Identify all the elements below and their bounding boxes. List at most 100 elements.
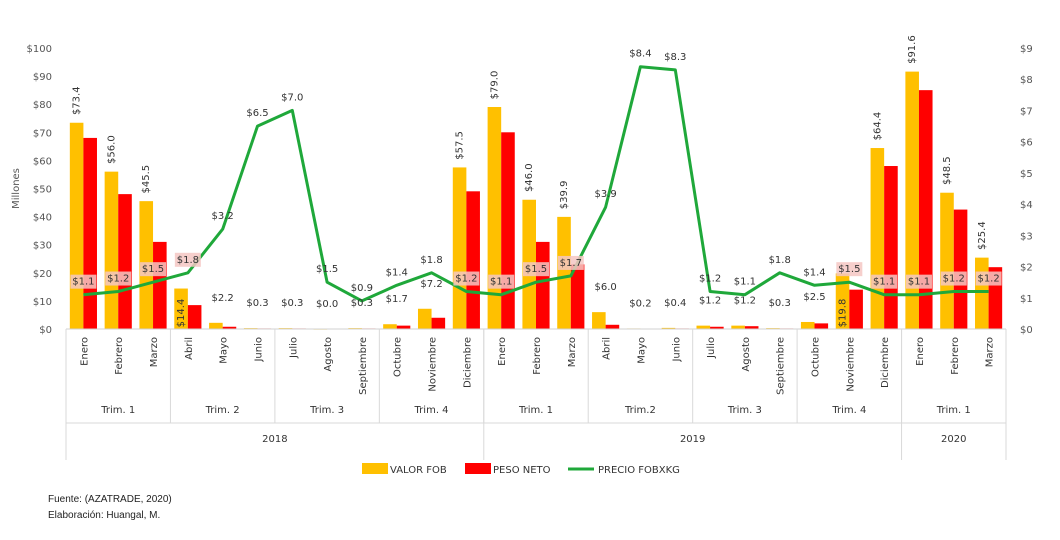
bar-valor-fob: [661, 327, 676, 329]
source-note: Fuente: (AZATRADE, 2020): [48, 494, 172, 505]
bar-data-label: $7.2: [420, 279, 442, 290]
bar-data-label: $0.4: [664, 298, 686, 309]
month-label: Febrero: [532, 337, 543, 375]
author-note: Elaboración: Huangal, M.: [48, 510, 161, 521]
price-data-label: $1.8: [769, 255, 791, 266]
bar-data-label: $57.5: [455, 131, 466, 160]
bar-data-label: $19.8: [838, 299, 849, 328]
month-label: Agosto: [741, 337, 752, 372]
price-data-label: $7.0: [281, 92, 303, 103]
price-data-label: $1.2: [455, 274, 477, 285]
legend-label: PRECIO FOBXKG: [598, 465, 680, 476]
price-data-label: $8.3: [664, 52, 686, 63]
bar-valor-fob: [905, 71, 919, 329]
price-data-label: $1.1: [873, 277, 895, 288]
quarter-label: Trim. 3: [309, 405, 344, 416]
price-data-label: $1.2: [699, 274, 721, 285]
legend-swatch: [465, 463, 491, 474]
month-label: Marzo: [985, 337, 996, 367]
bar-peso-neto: [918, 90, 933, 330]
bar-valor-fob: [731, 325, 745, 329]
month-label: Julio: [706, 337, 717, 359]
bar-peso-neto: [431, 317, 446, 329]
legend-label: PESO NETO: [493, 465, 551, 476]
month-label: Febrero: [114, 337, 125, 375]
price-data-label: $1.2: [977, 274, 999, 285]
legend-swatch: [362, 463, 388, 474]
bar-peso-neto: [710, 326, 724, 329]
y2-axis-tick-label: $1: [1020, 294, 1033, 305]
y-axis-tick-label: $50: [33, 185, 52, 196]
price-data-label: $1.8: [420, 255, 442, 266]
y2-axis-tick-label: $8: [1020, 75, 1033, 86]
price-data-label: $1.5: [316, 264, 338, 275]
bar-peso-neto: [570, 264, 585, 329]
bar-valor-fob: [592, 312, 606, 329]
bar-peso-neto: [501, 132, 515, 329]
month-label: Marzo: [567, 337, 578, 367]
y-axis-tick-label: $100: [27, 44, 52, 55]
y-axis-tick-label: $60: [33, 156, 52, 167]
quarter-label: Trim. 1: [936, 405, 971, 416]
bar-valor-fob: [487, 107, 502, 329]
line-precio-fobxkg: [83, 65, 989, 303]
bar-valor-fob: [835, 273, 850, 329]
price-data-label: $0.9: [351, 283, 373, 294]
y-axis-tick-label: $80: [33, 100, 52, 111]
month-label: Agosto: [323, 337, 334, 372]
month-label: Diciembre: [880, 337, 891, 388]
year-label: 2019: [680, 434, 705, 445]
price-label-bg: [557, 255, 584, 270]
y2-axis-tick-label: $4: [1020, 200, 1033, 211]
bar-valor-fob: [870, 148, 885, 329]
bar-peso-neto: [536, 241, 550, 329]
price-label-bg: [70, 274, 97, 289]
bar-peso-neto: [466, 191, 480, 329]
price-data-label: $1.2: [943, 274, 965, 285]
month-label: Noviembre: [428, 337, 439, 392]
price-data-label: $6.5: [246, 108, 268, 119]
bar-data-label: $91.6: [907, 35, 918, 64]
month-label: Mayo: [636, 337, 647, 364]
bar-peso-neto: [222, 326, 237, 329]
bar-data-label: $0.3: [351, 298, 373, 309]
y-axis-tick-label: $10: [33, 297, 52, 308]
price-label-bg: [453, 271, 480, 286]
price-data-label: $8.4: [629, 49, 651, 60]
price-data-label: $1.5: [525, 264, 547, 275]
bar-peso-neto: [814, 323, 829, 329]
bar-valor-fob: [940, 192, 954, 329]
quarter-label: Trim. 1: [100, 405, 135, 416]
quarter-label: Trim. 1: [518, 405, 553, 416]
month-label: Octubre: [393, 337, 404, 377]
y-axis-tick-label: $70: [33, 128, 52, 139]
y2-axis-tick-label: $3: [1020, 231, 1033, 242]
bar-data-label: $79.0: [489, 71, 500, 100]
bar-valor-fob: [69, 122, 84, 329]
price-label-bg: [174, 252, 201, 267]
quarter-label: Trim. 4: [831, 405, 866, 416]
price-label-bg: [871, 274, 898, 289]
price-data-label: $1.8: [177, 255, 199, 266]
price-data-label: $1.4: [386, 267, 408, 278]
y2-axis-tick-label: $2: [1020, 263, 1033, 274]
price-label-bg: [975, 271, 1002, 286]
bar-peso-neto: [884, 166, 898, 329]
price-data-label: $1.2: [107, 274, 129, 285]
bar-valor-fob: [975, 257, 989, 329]
month-label: Marzo: [149, 337, 160, 367]
price-data-label: $1.5: [142, 264, 164, 275]
bar-data-label: $1.2: [734, 296, 756, 307]
bar-valor-fob: [383, 324, 397, 329]
quarter-label: Trim. 3: [727, 405, 762, 416]
year-label: 2018: [262, 434, 287, 445]
month-label: Febrero: [950, 337, 961, 375]
bar-data-label: $2.2: [212, 293, 234, 304]
month-label: Noviembre: [845, 337, 856, 392]
legend-label: VALOR FOB: [390, 465, 447, 476]
price-data-label: $1.1: [490, 277, 512, 288]
bar-data-label: $2.5: [803, 292, 825, 303]
bar-data-label: $48.5: [942, 156, 953, 185]
price-label-bg: [488, 274, 515, 289]
